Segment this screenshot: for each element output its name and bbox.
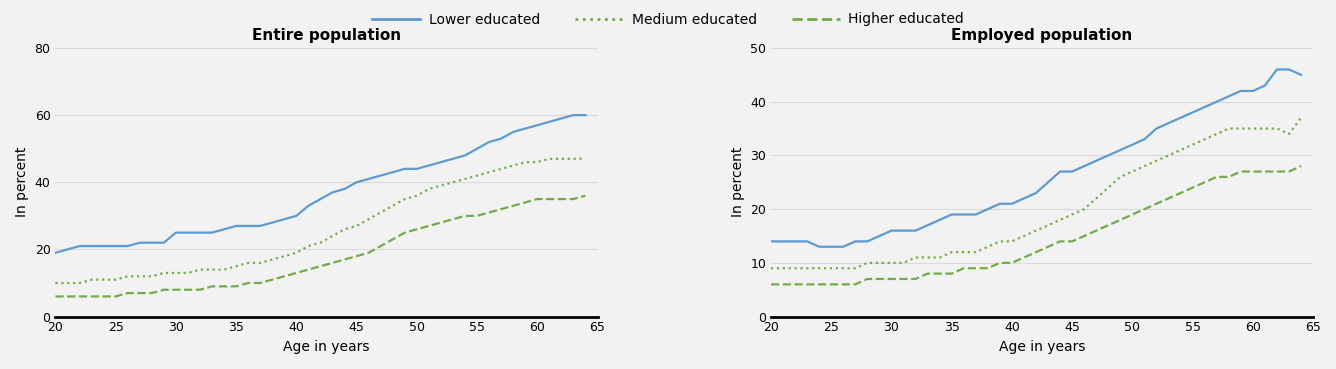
X-axis label: Age in years: Age in years [283, 340, 370, 354]
Title: Entire population: Entire population [253, 28, 401, 43]
Title: Employed population: Employed population [951, 28, 1133, 43]
Y-axis label: In percent: In percent [731, 147, 744, 217]
Y-axis label: In percent: In percent [15, 147, 29, 217]
Legend: Lower educated, Medium educated, Higher educated: Lower educated, Medium educated, Higher … [366, 7, 970, 32]
X-axis label: Age in years: Age in years [999, 340, 1085, 354]
